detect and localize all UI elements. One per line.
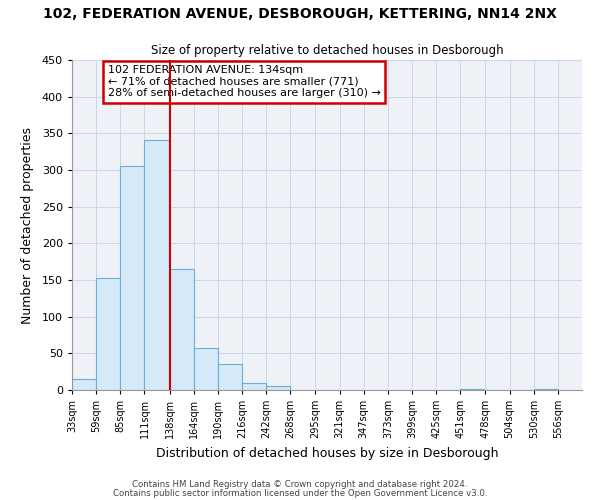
Bar (170, 269, 194, 390)
Bar (72, 379, 96, 390)
Bar (266, 386, 290, 390)
Title: Size of property relative to detached houses in Desborough: Size of property relative to detached ho… (151, 44, 503, 58)
Text: 102 FEDERATION AVENUE: 134sqm
← 71% of detached houses are smaller (771)
28% of : 102 FEDERATION AVENUE: 134sqm ← 71% of d… (108, 65, 380, 98)
Y-axis label: Number of detached properties: Number of detached properties (20, 126, 34, 324)
Text: 102, FEDERATION AVENUE, DESBOROUGH, KETTERING, NN14 2NX: 102, FEDERATION AVENUE, DESBOROUGH, KETT… (43, 8, 557, 22)
Text: Contains public sector information licensed under the Open Government Licence v3: Contains public sector information licen… (113, 488, 487, 498)
Bar (145, 140, 169, 390)
Bar (242, 384, 266, 390)
X-axis label: Distribution of detached houses by size in Desborough: Distribution of detached houses by size … (156, 446, 498, 460)
Bar (194, 348, 218, 390)
Bar (96, 278, 121, 390)
Text: Contains HM Land Registry data © Crown copyright and database right 2024.: Contains HM Land Registry data © Crown c… (132, 480, 468, 489)
Bar (121, 166, 145, 390)
Bar (533, 388, 558, 390)
Bar (218, 364, 242, 390)
